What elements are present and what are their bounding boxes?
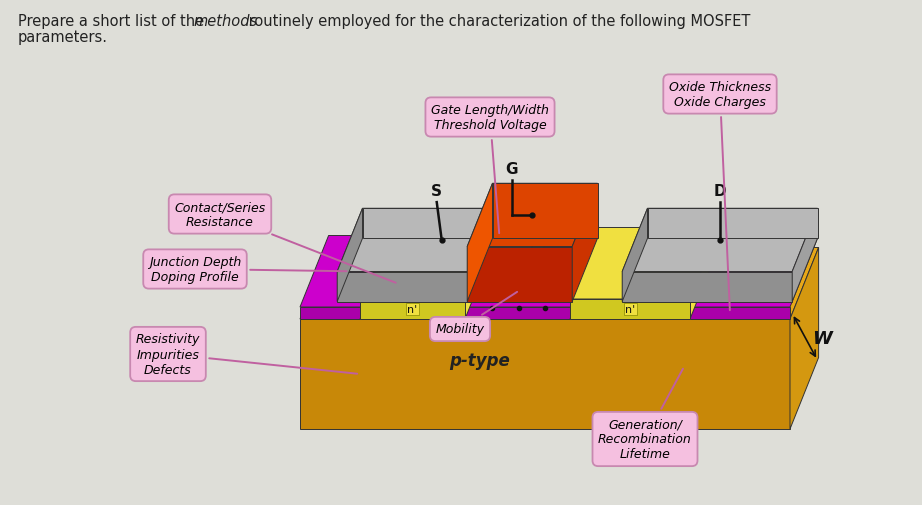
Polygon shape: [337, 209, 548, 272]
Polygon shape: [622, 209, 647, 302]
Polygon shape: [622, 209, 818, 272]
Text: routinely employed for the characterization of the following MOSFET: routinely employed for the characterizat…: [244, 14, 751, 29]
Polygon shape: [300, 308, 790, 319]
Polygon shape: [522, 209, 548, 302]
Polygon shape: [360, 228, 493, 299]
Text: D: D: [714, 184, 726, 199]
Polygon shape: [570, 299, 690, 319]
Text: Oxide Thickness
Oxide Charges: Oxide Thickness Oxide Charges: [669, 81, 771, 311]
Polygon shape: [570, 228, 718, 299]
Polygon shape: [790, 248, 819, 429]
Polygon shape: [360, 299, 465, 319]
Polygon shape: [300, 248, 819, 319]
Polygon shape: [622, 272, 792, 302]
Polygon shape: [362, 209, 548, 239]
Text: p-type: p-type: [449, 351, 510, 370]
Text: Prepare a short list of the: Prepare a short list of the: [18, 14, 208, 29]
Text: Mobility: Mobility: [435, 292, 517, 336]
Text: parameters.: parameters.: [18, 30, 108, 45]
Polygon shape: [467, 184, 597, 247]
Polygon shape: [337, 209, 362, 302]
Polygon shape: [467, 184, 492, 302]
Text: Junction Depth
Doping Profile: Junction Depth Doping Profile: [148, 256, 347, 283]
Polygon shape: [647, 209, 818, 239]
Polygon shape: [570, 248, 718, 319]
Polygon shape: [337, 272, 522, 302]
Polygon shape: [573, 184, 597, 302]
Text: W: W: [812, 330, 833, 347]
Text: S: S: [431, 184, 443, 199]
Text: G: G: [505, 162, 518, 177]
Text: Generation/
Recombination
Lifetime: Generation/ Recombination Lifetime: [598, 369, 692, 461]
Text: n': n': [625, 305, 635, 314]
Polygon shape: [300, 236, 819, 308]
Text: Resistivity
Impurities
Defects: Resistivity Impurities Defects: [136, 333, 357, 376]
Text: Gate Length/Width
Threshold Voltage: Gate Length/Width Threshold Voltage: [431, 104, 549, 234]
Text: methods: methods: [193, 14, 257, 29]
Text: n': n': [408, 305, 418, 314]
Text: Contact/Series
Resistance: Contact/Series Resistance: [174, 200, 396, 283]
Polygon shape: [492, 184, 597, 239]
Polygon shape: [300, 319, 790, 429]
Polygon shape: [360, 248, 493, 319]
Polygon shape: [792, 209, 818, 302]
Polygon shape: [467, 247, 573, 302]
